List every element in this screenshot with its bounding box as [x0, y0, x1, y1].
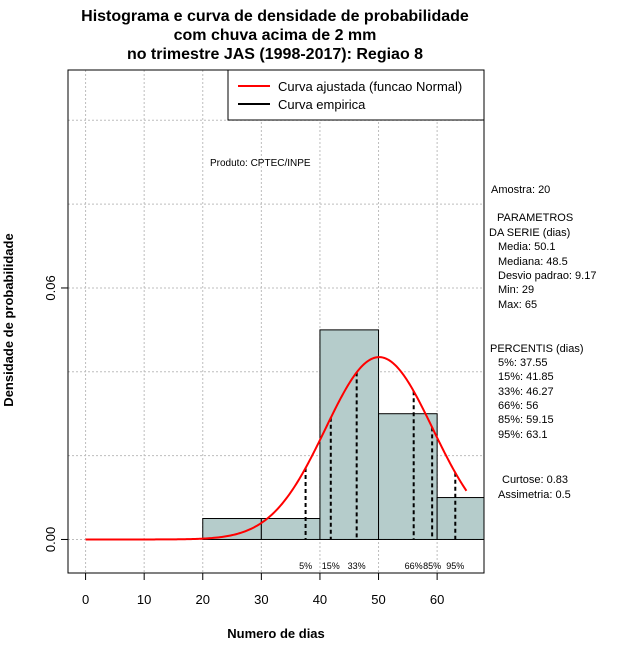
percentile-label: 66% — [405, 561, 423, 571]
chart-title-line-1: Histograma e curva de densidade de proba… — [81, 8, 469, 25]
legend-label-empirical: Curva empirica — [278, 97, 366, 112]
legend-label-fitted: Curva ajustada (funcao Normal) — [278, 79, 462, 94]
stat-skewness: Assimetria: 0.5 — [498, 489, 571, 501]
x-tick-label: 50 — [371, 592, 385, 607]
chart-title-line-2: com chuva acima de 2 mm — [174, 27, 377, 44]
x-axis: 0 10 20 30 40 50 60 — [82, 573, 444, 607]
stat-median: Mediana: 48.5 — [498, 256, 568, 268]
curve-layer — [85, 356, 468, 541]
stat-p15: 15%: 41.85 — [498, 371, 554, 383]
stat-kurtosis: Curtose: 0.83 — [502, 474, 568, 486]
bars-layer — [202, 329, 485, 540]
product-credit: Produto: CPTEC/INPE — [210, 158, 311, 169]
x-tick-label: 20 — [196, 592, 210, 607]
chart-title-line-3: no trimestre JAS (1998-2017): Regiao 8 — [127, 46, 423, 63]
legend-box — [227, 69, 485, 121]
fitted-normal-curve — [85, 356, 468, 541]
legend: Curva ajustada (funcao Normal) Curva emp… — [227, 69, 485, 121]
percentile-layer: 5% 15% 33% 66% 85% 95% — [299, 372, 464, 571]
stat-sd: Desvio padrao: 9.17 — [498, 270, 596, 282]
histogram-bar — [260, 518, 321, 540]
params-title: PARAMETROS — [497, 212, 573, 224]
stat-min: Min: 29 — [498, 284, 534, 296]
stat-p33: 33%: 46.27 — [498, 386, 554, 398]
histogram-bar — [436, 497, 485, 540]
sample-size: Amostra: 20 — [491, 184, 550, 196]
stat-p66: 66%: 56 — [498, 400, 538, 412]
histogram-bar — [319, 329, 380, 540]
y-axis-title: Densidade de probabilidade — [1, 233, 16, 406]
x-tick-label: 0 — [82, 592, 89, 607]
x-tick-label: 40 — [313, 592, 327, 607]
stat-max: Max: 65 — [498, 299, 537, 311]
percentile-label: 15% — [322, 561, 340, 571]
y-tick-label: 0.00 — [43, 527, 58, 552]
y-axis: 0.00 0.06 — [43, 275, 68, 552]
params-subtitle: DA SERIE (dias) — [489, 227, 570, 239]
stat-p85: 85%: 59.15 — [498, 414, 554, 426]
x-tick-label: 10 — [137, 592, 151, 607]
histogram-bar — [378, 413, 438, 540]
stat-p5: 5%: 37.55 — [498, 357, 548, 369]
percentile-label: 5% — [299, 561, 312, 571]
stat-mean: Media: 50.1 — [498, 241, 555, 253]
stat-p95: 95%: 63.1 — [498, 429, 548, 441]
percentile-label: 95% — [446, 561, 464, 571]
y-tick-label: 0.06 — [43, 275, 58, 300]
percentiles-title: PERCENTIS (dias) — [490, 343, 584, 355]
stats-panel: Amostra: 20 PARAMETROS DA SERIE (dias) M… — [489, 184, 596, 501]
percentile-label: 85% — [423, 561, 441, 571]
percentile-label: 33% — [348, 561, 366, 571]
x-tick-label: 30 — [254, 592, 268, 607]
x-axis-title: Numero de dias — [227, 626, 325, 641]
x-tick-label: 60 — [430, 592, 444, 607]
